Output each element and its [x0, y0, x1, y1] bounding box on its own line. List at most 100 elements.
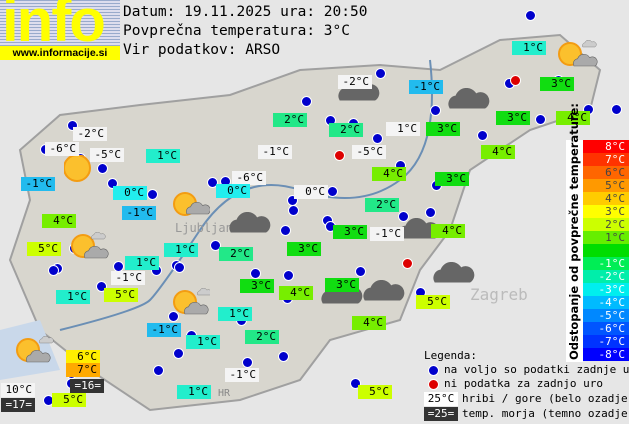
station-temperature: -1°C	[409, 80, 443, 94]
station-temperature: 5°C	[104, 288, 138, 302]
station-temperature: -2°C	[73, 127, 107, 141]
station-dot	[611, 104, 622, 115]
cloud-icon	[445, 88, 491, 126]
station-temperature: 4°C	[42, 214, 76, 228]
station-temperature: 3°C	[540, 77, 574, 91]
cloud-icon	[360, 280, 406, 318]
station-temperature: 5°C	[27, 242, 61, 256]
station-dot	[147, 189, 158, 200]
station-dot	[301, 96, 312, 107]
station-temperature: 1°C	[56, 290, 90, 304]
station-temperature: 3°C	[240, 279, 274, 293]
station-temperature: 5°C	[416, 295, 450, 309]
station-dot	[477, 130, 488, 141]
legend-blue-text: na voljo so podatki zadnje ure	[444, 363, 629, 376]
station-temperature: 7°C	[66, 363, 100, 377]
station-temperature: 1°C	[186, 335, 220, 349]
scale-row: 6°C	[583, 166, 629, 179]
partly-cloudy-icon	[555, 40, 599, 78]
scale-row: -2°C	[583, 270, 629, 283]
legend-sea-text: temp. morja (temno ozadje)	[462, 407, 629, 420]
partly-cloudy-icon	[14, 336, 56, 374]
scale-row: 2°C	[583, 218, 629, 231]
scale-row: 5°C	[583, 179, 629, 192]
station-temperature: -6°C	[45, 142, 79, 156]
station-dot	[375, 68, 386, 79]
logo[interactable]: info www.informacije.si	[0, 0, 120, 60]
station-dot	[67, 120, 78, 131]
no-data-station-dot	[334, 150, 345, 161]
station-dot	[425, 207, 436, 218]
station-temperature: 1°C	[177, 385, 211, 399]
station-dot	[153, 365, 164, 376]
station-temperature: 1°C	[125, 256, 159, 270]
station-dot	[350, 378, 361, 389]
station-temperature: 6°C	[66, 350, 100, 364]
station-temperature: 0°C	[216, 184, 250, 198]
station-temperature: 4°C	[352, 316, 386, 330]
scale-row	[583, 244, 629, 257]
station-temperature: 1°C	[164, 243, 198, 257]
legend-red-dot-icon	[428, 379, 439, 390]
map-label-zagreb: Zagreb	[470, 285, 528, 304]
station-dot	[288, 205, 299, 216]
station-dot	[283, 270, 294, 281]
station-dot	[174, 262, 185, 273]
station-dot	[210, 240, 221, 251]
cloud-icon	[226, 212, 272, 250]
cloud-icon	[430, 262, 476, 300]
station-temperature: 3°C	[333, 225, 367, 239]
legend-blue-dot-icon	[428, 365, 439, 376]
data-source: Vir podatkov: ARSO	[123, 42, 281, 58]
scale-row: -1°C	[583, 257, 629, 270]
station-temperature: -2°C	[338, 75, 372, 89]
legend-red-text: ni podatka za zadnjo uro	[444, 377, 603, 390]
station-dot	[372, 133, 383, 144]
legend-sea-sample: =25=	[424, 407, 458, 421]
station-temperature: 5°C	[52, 393, 86, 407]
station-dot	[173, 348, 184, 359]
partly-cloudy-icon	[170, 190, 211, 228]
logo-url[interactable]: www.informacije.si	[0, 46, 120, 60]
station-temperature: 0°C	[113, 186, 147, 200]
no-data-station-dot	[510, 75, 521, 86]
station-temperature: 3°C	[287, 242, 321, 256]
scale-row: 7°C	[583, 153, 629, 166]
station-temperature: -1°C	[122, 206, 156, 220]
station-dot	[107, 178, 118, 189]
station-temperature: 1°C	[386, 122, 420, 136]
station-temperature: 2°C	[365, 198, 399, 212]
scale-row: 4°C	[583, 192, 629, 205]
station-dot	[525, 10, 536, 21]
station-dot	[96, 281, 107, 292]
scale-row: -5°C	[583, 309, 629, 322]
station-dot	[327, 186, 338, 197]
station-dot	[250, 268, 261, 279]
station-temperature: -1°C	[225, 368, 259, 382]
station-dot	[207, 177, 218, 188]
partly-cloudy-icon	[170, 288, 212, 326]
station-dot	[278, 351, 289, 362]
station-temperature: 3°C	[435, 172, 469, 186]
station-dot	[280, 225, 291, 236]
station-temperature: 3°C	[426, 122, 460, 136]
station-temperature: -1°C	[111, 271, 145, 285]
station-dot	[242, 357, 253, 368]
station-temperature: 2°C	[273, 113, 307, 127]
station-temperature: 3°C	[325, 278, 359, 292]
station-temperature: 0°C	[294, 185, 328, 199]
scale-row: 3°C	[583, 205, 629, 218]
station-dot	[355, 266, 366, 277]
station-temperature: 2°C	[329, 123, 363, 137]
station-dot	[430, 105, 441, 116]
average-temperature: Povprečna temperatura: 3°C	[123, 23, 350, 39]
station-temperature: 4°C	[372, 167, 406, 181]
station-dot	[97, 163, 108, 174]
station-temperature: 2°C	[245, 330, 279, 344]
scale-row: 8°C	[583, 140, 629, 153]
scale-row: -7°C	[583, 335, 629, 348]
station-temperature: 1°C	[512, 41, 546, 55]
station-temperature: -1°C	[370, 227, 404, 241]
legend-mountain-sample: 25°C	[424, 392, 458, 406]
station-temperature: =16=	[70, 379, 104, 393]
